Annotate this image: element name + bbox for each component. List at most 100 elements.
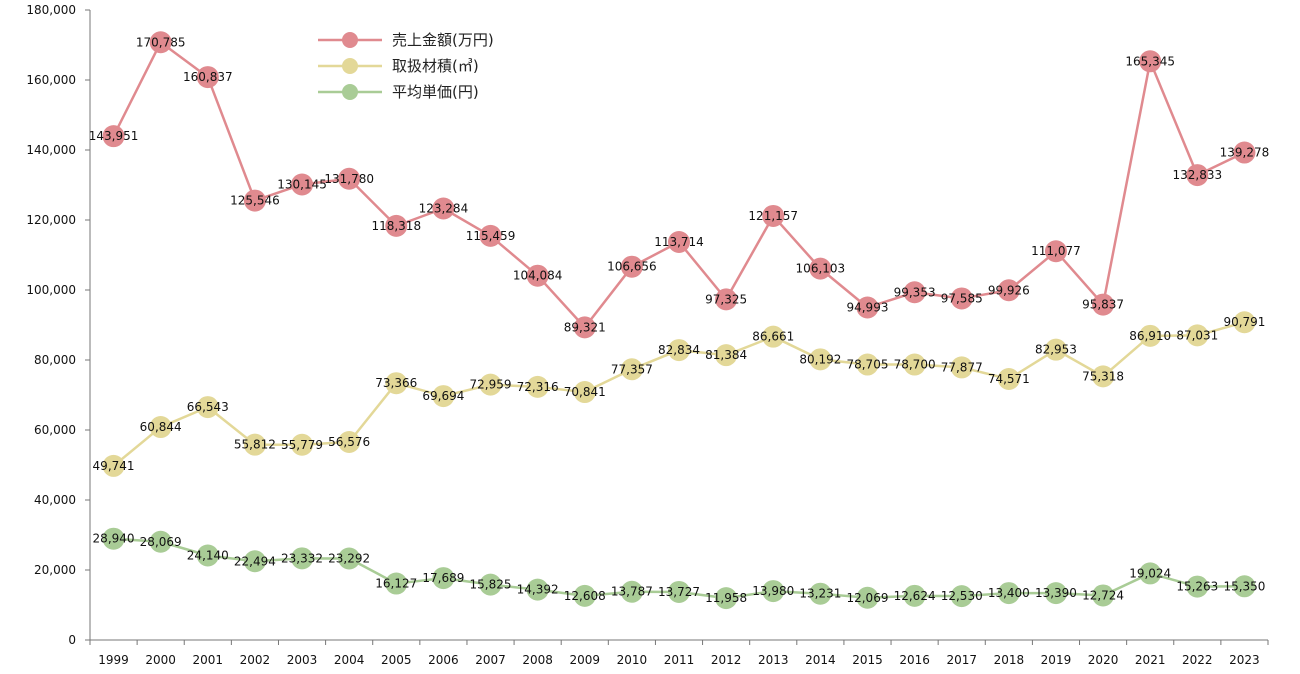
series-markers (102, 31, 1256, 610)
data-label: 12,530 (941, 589, 983, 603)
y-tick-label: 180,000 (26, 3, 76, 17)
data-point (668, 231, 690, 254)
data-point (432, 385, 455, 408)
x-tick-label: 2011 (664, 653, 695, 667)
data-point (479, 373, 502, 396)
data-point (620, 358, 643, 381)
data-label: 12,624 (894, 589, 936, 603)
data-label: 115,459 (466, 229, 516, 243)
x-tick-label: 2023 (1229, 653, 1260, 667)
data-label: 66,543 (187, 400, 229, 414)
data-label: 86,661 (752, 330, 794, 344)
data-point (809, 348, 832, 371)
data-label: 118,318 (371, 219, 421, 233)
data-point (385, 214, 408, 237)
y-tick-label: 40,000 (34, 493, 76, 507)
data-point (1044, 338, 1067, 361)
data-point (385, 572, 408, 595)
x-tick-label: 1999 (98, 653, 129, 667)
data-point (762, 204, 785, 227)
data-label: 22,494 (234, 554, 276, 568)
data-point (903, 281, 926, 304)
data-point (620, 255, 643, 278)
data-label: 89,321 (564, 320, 606, 334)
data-point (102, 125, 125, 148)
data-label: 111,077 (1031, 244, 1081, 258)
data-label: 97,325 (705, 292, 747, 306)
x-tick-label: 2003 (287, 653, 318, 667)
data-point (526, 264, 549, 287)
data-point (903, 584, 926, 607)
data-label: 80,192 (799, 352, 841, 366)
data-point (1139, 50, 1162, 73)
x-tick-label: 2014 (805, 653, 836, 667)
data-label: 13,787 (611, 585, 653, 599)
data-label: 106,656 (607, 260, 657, 274)
data-point (338, 430, 361, 453)
legend-marker (342, 58, 358, 74)
data-labels: 143,951 170,785 160,837 125,546 130,145131,7… (89, 35, 1270, 605)
data-point (856, 586, 879, 609)
data-point (479, 224, 502, 247)
data-label: 165,345 (1125, 54, 1175, 68)
data-point (1044, 240, 1067, 263)
data-point (997, 582, 1020, 605)
data-label: 77,877 (941, 360, 983, 374)
data-label: 90,791 (1223, 315, 1265, 329)
data-label: 123,284 (419, 202, 469, 216)
legend-label: 平均単価(円) (392, 83, 479, 101)
series-lines (112, 41, 1245, 600)
data-label: 17,689 (422, 571, 464, 585)
x-tick-label: 2020 (1088, 653, 1119, 667)
data-label: 86,910 (1129, 329, 1171, 343)
data-point (762, 580, 785, 603)
data-point (385, 372, 408, 395)
x-tick-label: 2010 (617, 653, 648, 667)
data-point (950, 287, 973, 310)
data-label: 72,959 (470, 378, 512, 392)
data-point (432, 197, 455, 220)
data-point (1092, 584, 1115, 607)
data-label: 75,318 (1082, 369, 1124, 383)
data-point (338, 167, 361, 190)
y-tick-label: 60,000 (34, 423, 76, 437)
data-label: 131,780 (324, 172, 374, 186)
data-point (432, 567, 455, 590)
data-label: 28,069 (140, 535, 182, 549)
data-point (668, 339, 690, 362)
data-point (479, 573, 502, 596)
data-label: 13,400 (988, 586, 1030, 600)
x-tick-label: 2007 (475, 653, 506, 667)
data-point (338, 547, 361, 570)
data-point (1233, 575, 1256, 598)
data-point (856, 296, 879, 319)
data-label: 24,140 (187, 549, 229, 563)
x-tick-label: 2017 (946, 653, 977, 667)
data-point (1092, 365, 1115, 388)
data-label: 60,844 (140, 420, 182, 434)
data-point (196, 544, 219, 567)
x-tick-label: 2013 (758, 653, 789, 667)
data-point (715, 288, 738, 311)
data-label: 11,958 (705, 591, 747, 605)
data-point (526, 578, 549, 601)
data-label: 13,727 (658, 585, 700, 599)
data-label: 170,785 (136, 35, 186, 49)
x-tick-label: 2002 (240, 653, 271, 667)
x-tick-label: 2015 (852, 653, 883, 667)
data-label: 14,392 (517, 583, 559, 597)
data-point (243, 189, 266, 212)
data-point (102, 454, 125, 477)
data-label: 15,263 (1176, 580, 1218, 594)
data-label: 23,292 (328, 551, 370, 565)
x-tick-label: 2004 (334, 653, 365, 667)
data-label: 56,576 (328, 435, 370, 449)
data-label: 82,834 (658, 343, 700, 357)
data-point (715, 587, 738, 610)
data-point (573, 584, 596, 607)
data-point (1233, 311, 1256, 334)
data-label: 15,825 (470, 578, 512, 592)
data-label: 77,357 (611, 362, 653, 376)
x-tick-label: 2008 (522, 653, 553, 667)
